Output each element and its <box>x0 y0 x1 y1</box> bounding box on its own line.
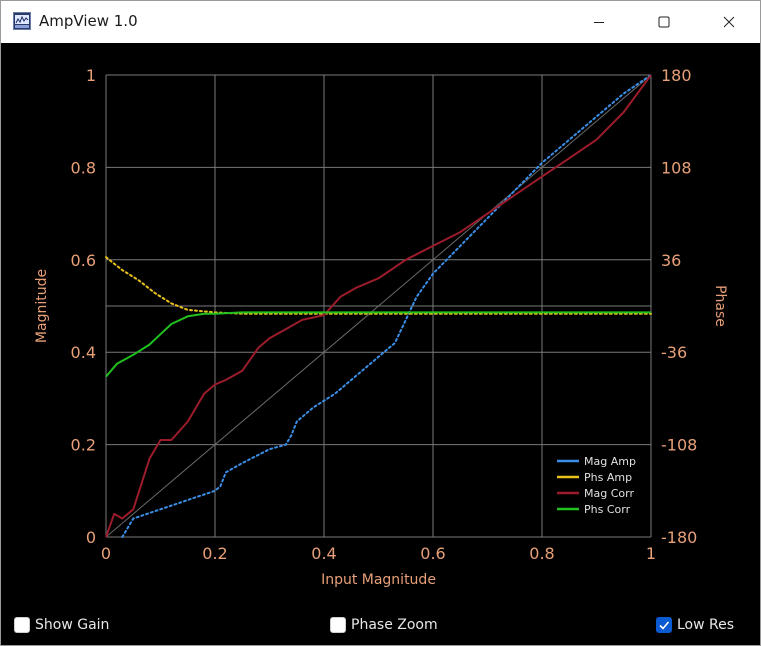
legend-item-label: Phs Amp <box>584 471 632 484</box>
y2-axis-label: Phase <box>712 285 728 327</box>
x-tick-label: 0.6 <box>420 544 445 563</box>
show-gain-label: Show Gain <box>35 617 110 633</box>
legend-item-label: Mag Corr <box>584 487 634 500</box>
close-icon <box>723 16 735 28</box>
amplitude-chart: 0 0.2 0.4 0.6 0.8 1 0 -180 0.2 -108 0.4 -36 0.6 36 0.8… <box>34 66 728 588</box>
y-tick-label: 0 <box>86 528 96 547</box>
low-res-checkbox-box[interactable] <box>656 617 672 633</box>
minimize-button[interactable] <box>576 1 622 43</box>
phase-zoom-checkbox-box[interactable] <box>330 617 346 633</box>
show-gain-checkbox-box[interactable] <box>14 617 30 633</box>
y-tick-label: 0.4 <box>71 343 96 362</box>
x-tick-label: 0.8 <box>529 544 554 563</box>
series-line-phs-corr <box>105 311 651 378</box>
y2-tick-label: -108 <box>661 436 697 455</box>
x-tick-label: 0.2 <box>202 544 227 563</box>
options-bar: Show Gain Phase Zoom Low Res <box>1 605 760 645</box>
y2-tick-label: 108 <box>661 158 692 177</box>
minimize-icon <box>594 22 604 23</box>
series-line-mag-amp <box>121 74 652 538</box>
phase-zoom-label: Phase Zoom <box>351 617 438 633</box>
chart-legend: Mag Amp Phs Amp Mag Corr Phs Corr <box>557 455 636 516</box>
maximize-icon <box>658 16 670 28</box>
y2-tick-label: 180 <box>661 66 692 85</box>
window-title: AmpView 1.0 <box>39 12 138 30</box>
app-logo-icon <box>13 12 31 30</box>
y-tick-label: 0.2 <box>71 436 96 455</box>
checkmark-icon <box>659 621 670 630</box>
series-line-phs-amp <box>105 256 652 315</box>
chart-grid <box>105 74 652 538</box>
series-line-mag-corr <box>105 74 652 538</box>
identity-diagonal <box>105 74 652 538</box>
low-res-label: Low Res <box>677 617 735 633</box>
x-axis-label: Input Magnitude <box>321 572 436 588</box>
title-bar[interactable]: AmpView 1.0 <box>1 1 760 43</box>
chart-ticks: 0 0.2 0.4 0.6 0.8 1 0 -180 0.2 -108 0.4 -36 0.6 36 0.8… <box>71 66 698 563</box>
low-res-checkbox[interactable]: Low Res <box>656 617 734 633</box>
y-tick-label: 1 <box>86 66 96 85</box>
y-tick-label: 0.6 <box>71 251 96 270</box>
legend-item-label: Phs Corr <box>584 503 631 516</box>
show-gain-checkbox[interactable]: Show Gain <box>14 617 109 633</box>
phase-zoom-checkbox[interactable]: Phase Zoom <box>330 617 438 633</box>
y2-tick-label: -180 <box>661 528 697 547</box>
y2-tick-label: -36 <box>661 343 687 362</box>
chart-series <box>105 74 652 538</box>
y-axis-label: Magnitude <box>34 269 50 343</box>
maximize-button[interactable] <box>641 1 687 43</box>
x-tick-label: 0.4 <box>311 544 336 563</box>
close-button[interactable] <box>706 1 752 43</box>
legend-item-label: Mag Amp <box>584 455 636 468</box>
x-tick-label: 0 <box>101 544 111 563</box>
y-tick-label: 0.8 <box>71 158 96 177</box>
x-tick-label: 1 <box>646 544 656 563</box>
y2-tick-label: 36 <box>661 251 681 270</box>
